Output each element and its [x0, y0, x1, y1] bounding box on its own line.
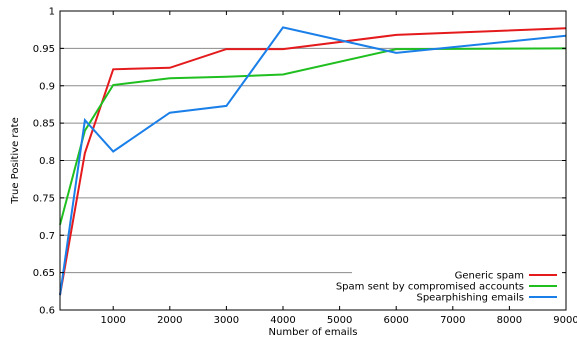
axis-ticks	[60, 10, 567, 311]
legend-background	[352, 264, 564, 308]
y-tick-label: 0.65	[33, 268, 55, 279]
y-tick-label: 0.8	[39, 156, 55, 167]
x-tick-label: 3000	[214, 315, 239, 326]
x-tick-label: 8000	[497, 315, 522, 326]
gridlines	[60, 47, 566, 274]
x-tick-label: 6000	[383, 315, 408, 326]
series-line-3	[59, 26, 567, 296]
x-tick-label: 1000	[100, 315, 125, 326]
legend-label: Spearphishing emails	[416, 293, 524, 304]
y-tick-label: 0.75	[33, 193, 55, 204]
y-tick-label: 0.85	[33, 119, 55, 130]
x-tick-label: 2000	[157, 315, 182, 326]
y-tick-label: 0.95	[33, 44, 55, 55]
x-axis-tick-labels: 1000 2000 3000 4000 5000 6000 7000 8000 9000	[100, 315, 577, 326]
y-axis-tick-labels: 0.6 0.65 0.7 0.75 0.8 0.85 0.9 0.95 1	[33, 7, 55, 317]
x-tick-label: 5000	[327, 315, 352, 326]
legend-label: Spam sent by compromised accounts	[336, 282, 524, 293]
series-lines	[59, 26, 567, 296]
x-tick-label: 7000	[440, 315, 465, 326]
legend-label: Generic spam	[455, 271, 524, 282]
y-axis-label: True Positive rate	[10, 117, 21, 204]
y-tick-label: 0.6	[39, 306, 55, 317]
y-tick-label: 1	[49, 7, 55, 18]
x-axis-label: Number of emails	[269, 327, 358, 337]
series-line-1	[59, 27, 567, 296]
y-tick-label: 0.9	[39, 81, 55, 92]
y-tick-label: 0.7	[39, 231, 55, 242]
x-tick-label: 4000	[270, 315, 295, 326]
x-tick-label: 9000	[553, 315, 577, 326]
series-line-2	[59, 47, 567, 226]
